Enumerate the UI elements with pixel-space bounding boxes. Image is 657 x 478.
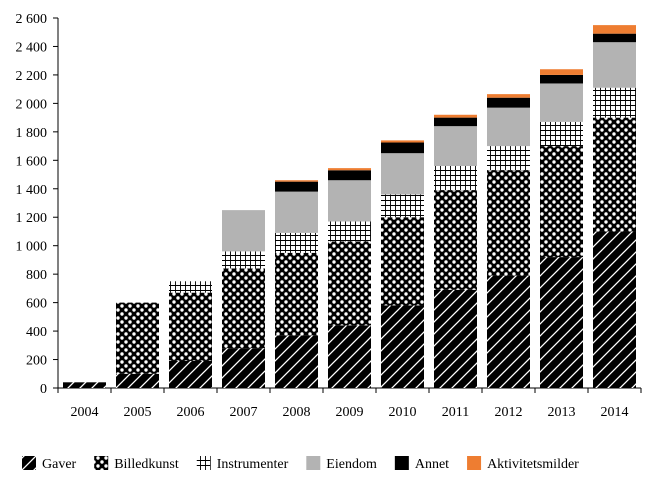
legend-swatch-eiendom [306,456,321,470]
bar-segment-gaver-2009 [328,325,371,388]
bar-segment-gaver-2008 [275,335,318,388]
bar-segment-gaver-2012 [487,275,530,388]
bar-segment-gaver-2005 [116,373,159,388]
bar-segment-annet-2009 [328,170,371,181]
bar-segment-aktivitetsmilder-2009 [328,168,371,171]
y-tick-label: 1 600 [16,154,48,169]
legend-label: Aktivitetsmilder [487,457,579,472]
x-tick-label: 2006 [177,405,205,420]
y-tick-label: 0 [40,382,47,397]
bar-segment-instrumenter-2007 [222,251,265,269]
y-tick-label: 200 [26,354,47,369]
bar-segment-gaver-2004 [63,382,106,388]
bar-segment-aktivitetsmilder-2012 [487,94,530,98]
legend-swatch-billedkunst [94,456,109,470]
bar-segment-instrumenter-2011 [434,166,477,191]
bar-segment-gaver-2010 [381,305,424,388]
bar-segment-billedkunst-2012 [487,170,530,276]
y-tick-label: 2 200 [16,69,48,84]
bar-segment-aktivitetsmilder-2011 [434,114,477,118]
bar-segment-instrumenter-2012 [487,146,530,171]
bar-segment-annet-2013 [540,74,583,84]
bar-segment-eiendom-2013 [540,83,583,122]
y-tick-label: 600 [26,297,47,312]
bar-segment-billedkunst-2011 [434,190,477,290]
bar-segment-gaver-2014 [593,231,636,388]
bars [63,25,636,388]
y-tick-label: 2 600 [16,12,48,27]
bar-segment-instrumenter-2009 [328,221,371,242]
x-tick-label: 2014 [601,405,629,420]
bar-segment-eiendom-2012 [487,107,530,147]
bar-segment-gaver-2006 [169,360,212,388]
x-axis: 2004 2005 2006 2007 2008 2009 2010 2011 2012 2013… [57,387,642,420]
bar-segment-instrumenter-2010 [381,194,424,218]
bar-segment-aktivitetsmilder-2010 [381,140,424,143]
bar-segment-instrumenter-2014 [593,87,636,118]
bar-segment-billedkunst-2005 [116,302,159,374]
y-tick-label: 1 400 [16,183,48,198]
bar-segment-eiendom-2007 [222,210,265,252]
bar-segment-aktivitetsmilder-2014 [593,25,636,34]
y-tick-label: 1 200 [16,211,48,226]
bar-segment-billedkunst-2013 [540,146,583,258]
bar-segment-billedkunst-2009 [328,241,371,326]
y-tick-label: 2 000 [16,97,48,112]
bar-segment-annet-2008 [275,181,318,192]
legend-swatch-aktivitetsmilder [467,456,482,470]
legend-swatch-gaver [22,456,36,470]
x-tick-label: 2007 [230,405,258,420]
bar-segment-instrumenter-2006 [169,281,212,293]
bar-segment-eiendom-2010 [381,153,424,195]
y-axis: 0 200 400 600 800 1 000 1 200 1 400 1 600 1 800 2 … [16,12,59,397]
bar-segment-annet-2012 [487,97,530,108]
bar-segment-billedkunst-2007 [222,268,265,349]
bar-segment-annet-2010 [381,142,424,154]
x-tick-label: 2011 [442,405,469,420]
x-tick-label: 2008 [283,405,311,420]
x-tick-label: 2013 [548,405,576,420]
bar-segment-billedkunst-2014 [593,117,636,232]
bar-segment-billedkunst-2006 [169,292,212,361]
x-tick-label: 2005 [124,405,152,420]
bar-segment-eiendom-2014 [593,42,636,88]
y-tick-label: 1 800 [16,126,48,141]
bar-segment-instrumenter-2013 [540,121,583,147]
bar-segment-aktivitetsmilder-2008 [275,180,318,182]
bar-segment-instrumenter-2008 [275,232,318,253]
legend-label: Billedkunst [114,457,179,472]
bar-segment-gaver-2011 [434,289,477,388]
legend: Gaver Billedkunst Instrumenter Eiendom Annet… [22,456,579,472]
bar-segment-billedkunst-2008 [275,252,318,336]
y-tick-label: 1 000 [16,240,48,255]
bar-segment-eiendom-2011 [434,126,477,166]
bar-segment-gaver-2013 [540,257,583,388]
y-tick-label: 400 [26,325,47,340]
bar-segment-annet-2014 [593,33,636,43]
bar-segment-gaver-2007 [222,348,265,388]
bar-segment-billedkunst-2010 [381,217,424,306]
y-tick-label: 800 [26,268,47,283]
legend-label: Annet [415,457,449,472]
bar-segment-annet-2011 [434,117,477,127]
bar-segment-eiendom-2008 [275,191,318,233]
x-tick-label: 2010 [389,405,417,420]
legend-swatch-annet [394,456,409,470]
y-tick-label: 2 400 [16,40,48,55]
bar-segment-eiendom-2009 [328,180,371,222]
x-tick-label: 2004 [71,405,99,420]
legend-label: Eiendom [326,457,377,472]
legend-swatch-instrumenter [196,456,211,470]
legend-label: Gaver [42,457,77,472]
bar-segment-aktivitetsmilder-2013 [540,69,583,75]
legend-label: Instrumenter [217,457,289,472]
x-tick-label: 2012 [495,405,523,420]
x-tick-label: 2009 [336,405,364,420]
